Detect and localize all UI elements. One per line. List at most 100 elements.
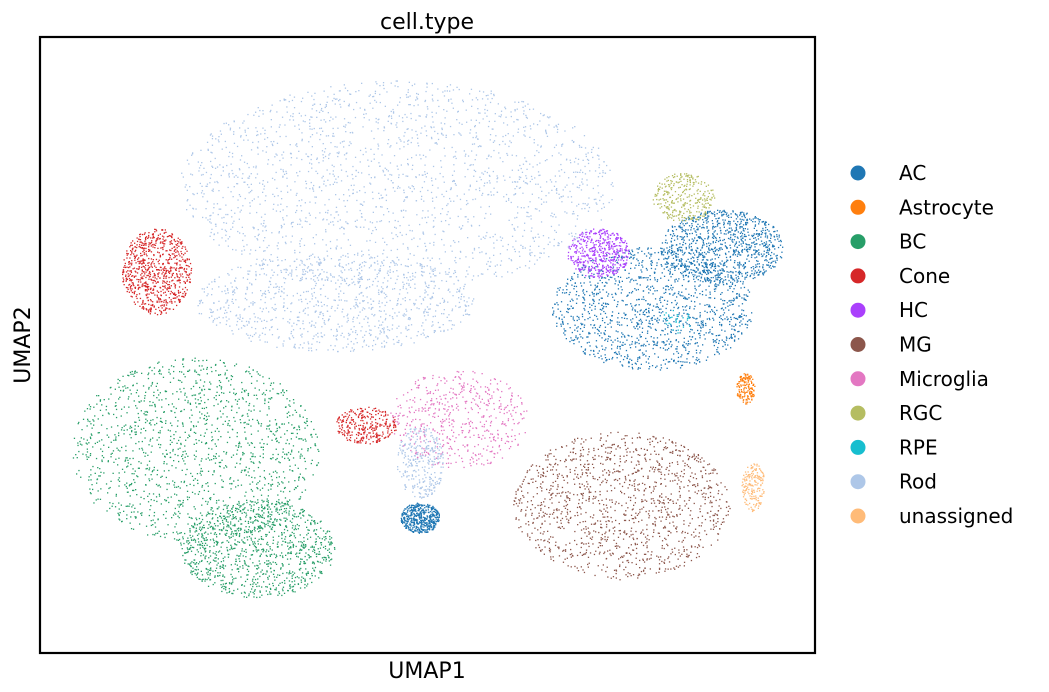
data-point: [219, 461, 222, 464]
data-point: [256, 585, 258, 588]
data-point: [694, 285, 696, 287]
data-point: [234, 466, 236, 468]
data-point: [330, 544, 332, 546]
data-point: [704, 217, 707, 219]
data-point: [762, 255, 764, 257]
data-point: [656, 344, 658, 347]
data-point: [595, 294, 598, 296]
data-point: [151, 381, 154, 384]
data-point: [413, 512, 415, 515]
data-point: [757, 238, 760, 240]
data-point: [688, 293, 690, 295]
data-point: [206, 539, 208, 541]
data-point: [205, 419, 207, 421]
data-point: [582, 350, 584, 353]
data-point: [130, 463, 132, 466]
data-point: [683, 229, 685, 232]
data-point: [231, 518, 233, 520]
data-point: [736, 317, 738, 320]
data-point: [90, 479, 92, 481]
data-point: [651, 365, 654, 367]
data-point: [261, 393, 264, 395]
data-point: [197, 399, 199, 401]
data-point: [704, 214, 707, 216]
data-point: [428, 506, 430, 508]
data-point: [276, 509, 278, 511]
data-point: [695, 318, 697, 320]
data-point: [148, 460, 151, 462]
data-point: [591, 309, 593, 311]
data-point: [637, 358, 639, 360]
data-point: [641, 271, 643, 273]
data-point: [222, 557, 224, 560]
data-point: [727, 237, 730, 240]
data-point: [681, 251, 684, 253]
data-point: [738, 389, 740, 391]
data-point: [716, 221, 718, 223]
data-point: [232, 516, 234, 518]
data-point: [410, 517, 412, 519]
data-point: [691, 248, 693, 251]
data-point: [588, 341, 590, 343]
data-point: [598, 357, 600, 359]
data-point: [702, 256, 704, 258]
data-point: [215, 513, 217, 516]
data-point: [131, 370, 133, 373]
data-point: [730, 301, 732, 303]
data-point: [582, 323, 584, 325]
data-point: [418, 505, 420, 507]
data-point: [744, 382, 746, 384]
data-point: [684, 306, 686, 308]
data-point: [599, 308, 601, 311]
data-point: [651, 317, 653, 319]
data-point: [573, 285, 576, 287]
data-point: [118, 398, 120, 400]
data-point: [438, 514, 440, 516]
data-point: [665, 317, 668, 319]
data-point: [268, 560, 270, 562]
data-point: [316, 522, 319, 524]
data-point: [175, 407, 177, 410]
data-point: [680, 265, 682, 267]
data-point: [242, 452, 244, 454]
data-point: [760, 240, 763, 242]
data-point: [145, 452, 147, 454]
data-point: [286, 518, 288, 521]
data-point: [768, 266, 770, 268]
data-point: [207, 501, 209, 503]
data-point: [115, 416, 118, 419]
data-point: [720, 263, 722, 265]
data-point: [244, 520, 247, 522]
data-point: [682, 344, 684, 346]
data-point: [717, 275, 719, 277]
data-point: [420, 512, 422, 514]
data-point: [198, 491, 201, 493]
data-point: [226, 377, 228, 379]
data-point: [729, 299, 731, 302]
data-point: [718, 282, 721, 284]
data-point: [159, 392, 161, 394]
data-point: [670, 240, 672, 242]
data-point: [733, 299, 735, 301]
data-point: [145, 418, 147, 420]
data-point: [639, 318, 642, 320]
data-point: [710, 212, 713, 214]
data-point: [692, 269, 694, 271]
data-point: [228, 420, 230, 422]
data-point: [721, 329, 723, 331]
data-point: [233, 416, 235, 419]
data-point: [661, 250, 663, 253]
data-point: [319, 553, 321, 555]
data-point: [279, 462, 281, 464]
data-point: [435, 514, 438, 516]
data-point: [713, 252, 715, 254]
data-point: [702, 219, 704, 221]
data-point: [132, 468, 134, 470]
data-point: [732, 333, 735, 335]
data-point: [746, 271, 749, 274]
data-point: [166, 453, 168, 455]
data-point: [621, 344, 623, 346]
data-point: [198, 374, 201, 376]
data-point: [100, 471, 102, 473]
data-point: [269, 516, 271, 518]
